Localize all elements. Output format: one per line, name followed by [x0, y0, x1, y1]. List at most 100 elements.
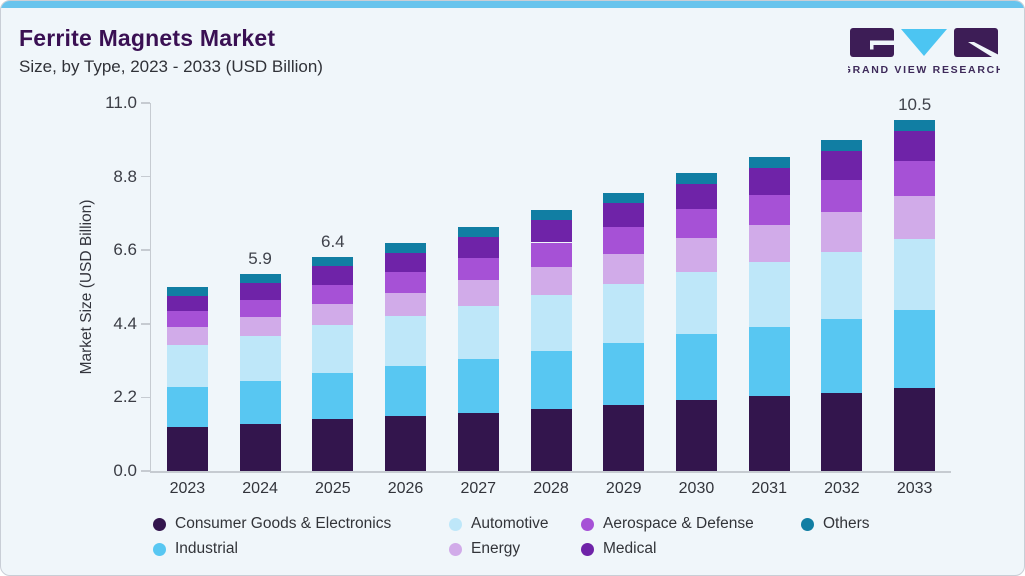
bar-segment-others	[312, 256, 354, 267]
legend-label: Others	[823, 515, 870, 532]
bar-segment-consumer-goods-electronics	[748, 396, 790, 471]
y-tick-label: 2.2	[113, 387, 137, 407]
bar-segment-aerospace-defense	[457, 257, 499, 281]
bar-segment-medical	[894, 131, 936, 162]
legend-label: Industrial	[175, 540, 238, 557]
bar-total-label: 6.4	[320, 231, 345, 251]
grand-view-research-logo: GRAND VIEW RESEARCH	[848, 28, 1000, 76]
bar-segment-aerospace-defense	[166, 311, 208, 328]
x-tick-label-2032: 2032	[824, 480, 860, 497]
bar-segment-others	[894, 119, 936, 132]
legend-label: Automotive	[471, 515, 549, 532]
bar-segment-consumer-goods-electronics	[603, 404, 645, 471]
legend-dot-icon	[581, 542, 594, 556]
bar-segment-industrial	[457, 358, 499, 413]
legend-dot-icon	[153, 542, 166, 556]
bar-segment-others	[748, 156, 790, 168]
chart-title: Ferrite Magnets Market	[19, 25, 276, 51]
chart-legend: Consumer Goods & Electronics Automotive Ae…	[153, 513, 1004, 560]
bar-segment-energy	[894, 196, 936, 239]
x-tick-label-2026: 2026	[387, 480, 424, 497]
y-tick-label: 6.6	[113, 240, 137, 260]
legend-label: Aerospace & Defense	[603, 515, 754, 532]
bar-segment-aerospace-defense	[530, 242, 572, 267]
bar-segment-energy	[530, 266, 572, 296]
bar-segment-aerospace-defense	[748, 194, 790, 226]
bar-segment-automotive	[748, 261, 790, 327]
y-tick-label: 11.0	[105, 93, 137, 112]
bar-segment-consumer-goods-electronics	[821, 392, 863, 471]
chart-subtitle: Size, by Type, 2023 - 2033 (USD Billion)	[19, 57, 323, 76]
bar-segment-industrial	[748, 326, 790, 397]
bar-segment-automotive	[385, 316, 427, 367]
y-tick-label: 4.4	[113, 313, 137, 333]
bar-segment-consumer-goods-electronics	[457, 412, 499, 471]
y-tick-mark	[140, 396, 150, 399]
bar-segment-others	[166, 287, 208, 296]
x-axis-line	[149, 471, 951, 473]
bar-segment-automotive	[821, 251, 863, 320]
bar-segment-energy	[312, 303, 354, 326]
bar-segment-others	[603, 192, 645, 204]
legend-item: Energy	[449, 538, 581, 560]
legend-dot-icon	[153, 517, 166, 531]
bar-segment-aerospace-defense	[312, 284, 354, 304]
bar-segment-aerospace-defense	[894, 161, 936, 197]
bar-segment-aerospace-defense	[821, 179, 863, 213]
bar-segment-energy	[385, 293, 427, 317]
bar-segment-industrial	[385, 366, 427, 417]
legend-item: Consumer Goods & Electronics	[153, 513, 449, 535]
bar-segment-industrial	[312, 372, 354, 420]
bar-segment-automotive	[312, 325, 354, 373]
bar-segment-automotive	[457, 305, 499, 359]
bar-segment-medical	[457, 236, 499, 258]
y-tick-label: 8.8	[113, 166, 137, 186]
x-tick-label-2027: 2027	[460, 480, 497, 497]
bar-segment-consumer-goods-electronics	[675, 400, 717, 471]
bar-segment-consumer-goods-electronics	[312, 419, 354, 471]
bar-segment-industrial	[894, 310, 936, 389]
bar-segment-medical	[675, 183, 717, 210]
bar-segment-medical	[385, 252, 427, 273]
bar-segment-automotive	[239, 336, 281, 381]
bar-segment-consumer-goods-electronics	[894, 388, 936, 471]
logo-wordmark: GRAND VIEW RESEARCH	[848, 64, 1000, 76]
bar-segment-consumer-goods-electronics	[530, 408, 572, 471]
bar-segment-energy	[675, 238, 717, 272]
legend-label: Energy	[471, 540, 521, 557]
bar-segment-medical	[821, 151, 863, 180]
legend-dot-icon	[449, 517, 462, 531]
legend-item: Industrial	[153, 538, 449, 560]
bar-segment-energy	[603, 253, 645, 284]
bar-segment-medical	[312, 266, 354, 285]
bar-segment-automotive	[530, 295, 572, 352]
bar-segment-medical	[239, 282, 281, 300]
x-tick-label-2030: 2030	[678, 480, 715, 497]
bar-segment-energy	[748, 225, 790, 262]
bar-segment-others	[457, 226, 499, 237]
legend-dot-icon	[581, 517, 594, 531]
bar-segment-energy	[166, 327, 208, 345]
y-tick-label: 0.0	[113, 461, 137, 480]
legend-item: Others	[801, 513, 1004, 535]
x-tick-label-2023: 2023	[169, 480, 206, 497]
y-tick-mark	[140, 323, 150, 325]
bar-segment-medical	[603, 203, 645, 228]
x-tick-label-2028: 2028	[533, 480, 569, 497]
legend-label: Medical	[603, 540, 657, 557]
bar-segment-others	[385, 243, 427, 253]
bar-segment-energy	[457, 280, 499, 306]
legend-item: Automotive	[449, 513, 581, 535]
bar-segment-industrial	[530, 351, 572, 409]
legend-item: Aerospace & Defense	[581, 513, 801, 535]
bar-segment-others	[530, 210, 572, 221]
bar-segment-energy	[239, 317, 281, 337]
bar-segment-industrial	[675, 334, 717, 401]
bar-segment-industrial	[603, 343, 645, 405]
bar-segment-automotive	[603, 283, 645, 344]
y-tick-mark	[140, 175, 150, 178]
y-tick-mark	[140, 102, 150, 104]
gvr-logo-icon	[850, 28, 998, 57]
bar-segment-automotive	[166, 344, 208, 387]
